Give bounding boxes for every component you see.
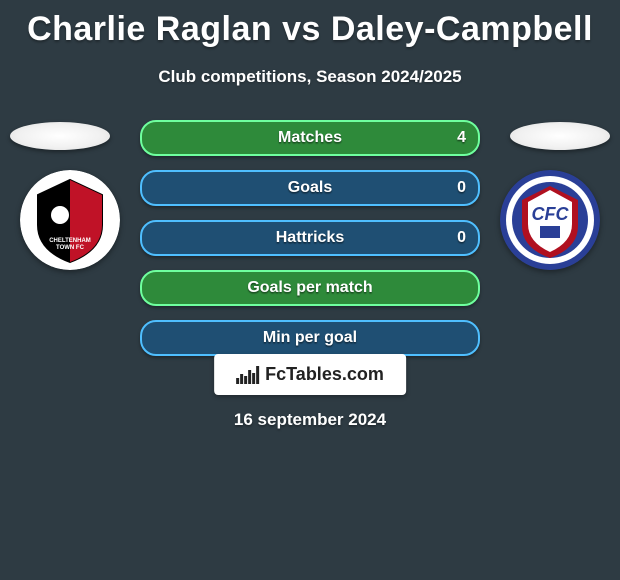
brand-text: FcTables.com	[265, 364, 384, 385]
club-badge-left: CHELTENHAM TOWN FC	[20, 170, 120, 270]
brand-bars-icon	[236, 366, 259, 384]
stat-row-goals-per-match: Goals per match	[140, 270, 480, 306]
stat-value: 4	[457, 129, 466, 147]
comparison-card: Charlie Raglan vs Daley-Campbell Club co…	[0, 0, 620, 580]
stat-label: Min per goal	[263, 329, 357, 347]
stat-label: Hattricks	[276, 229, 344, 247]
chesterfield-icon: CFC	[500, 170, 600, 270]
date-line: 16 september 2024	[0, 410, 620, 430]
svg-text:CHELTENHAM: CHELTENHAM	[49, 238, 91, 244]
stat-value: 0	[457, 229, 466, 247]
svg-text:CFC: CFC	[532, 204, 570, 224]
stat-label: Goals	[288, 179, 332, 197]
stat-label: Goals per match	[247, 279, 372, 297]
stat-value: 0	[457, 179, 466, 197]
page-subtitle: Club competitions, Season 2024/2025	[0, 67, 620, 87]
player-slot-right	[510, 122, 610, 150]
player-slot-left	[10, 122, 110, 150]
brand-box: FcTables.com	[214, 354, 406, 395]
club-badge-right: CFC	[500, 170, 600, 270]
cheltenham-icon: CHELTENHAM TOWN FC	[20, 170, 120, 270]
page-title: Charlie Raglan vs Daley-Campbell	[0, 0, 620, 49]
stat-row-matches: Matches 4	[140, 120, 480, 156]
stat-row-hattricks: Hattricks 0	[140, 220, 480, 256]
stat-row-goals: Goals 0	[140, 170, 480, 206]
stat-label: Matches	[278, 129, 342, 147]
svg-text:TOWN FC: TOWN FC	[56, 245, 85, 251]
stat-rows: Matches 4 Goals 0 Hattricks 0 Goals per …	[140, 120, 480, 370]
stat-row-min-per-goal: Min per goal	[140, 320, 480, 356]
